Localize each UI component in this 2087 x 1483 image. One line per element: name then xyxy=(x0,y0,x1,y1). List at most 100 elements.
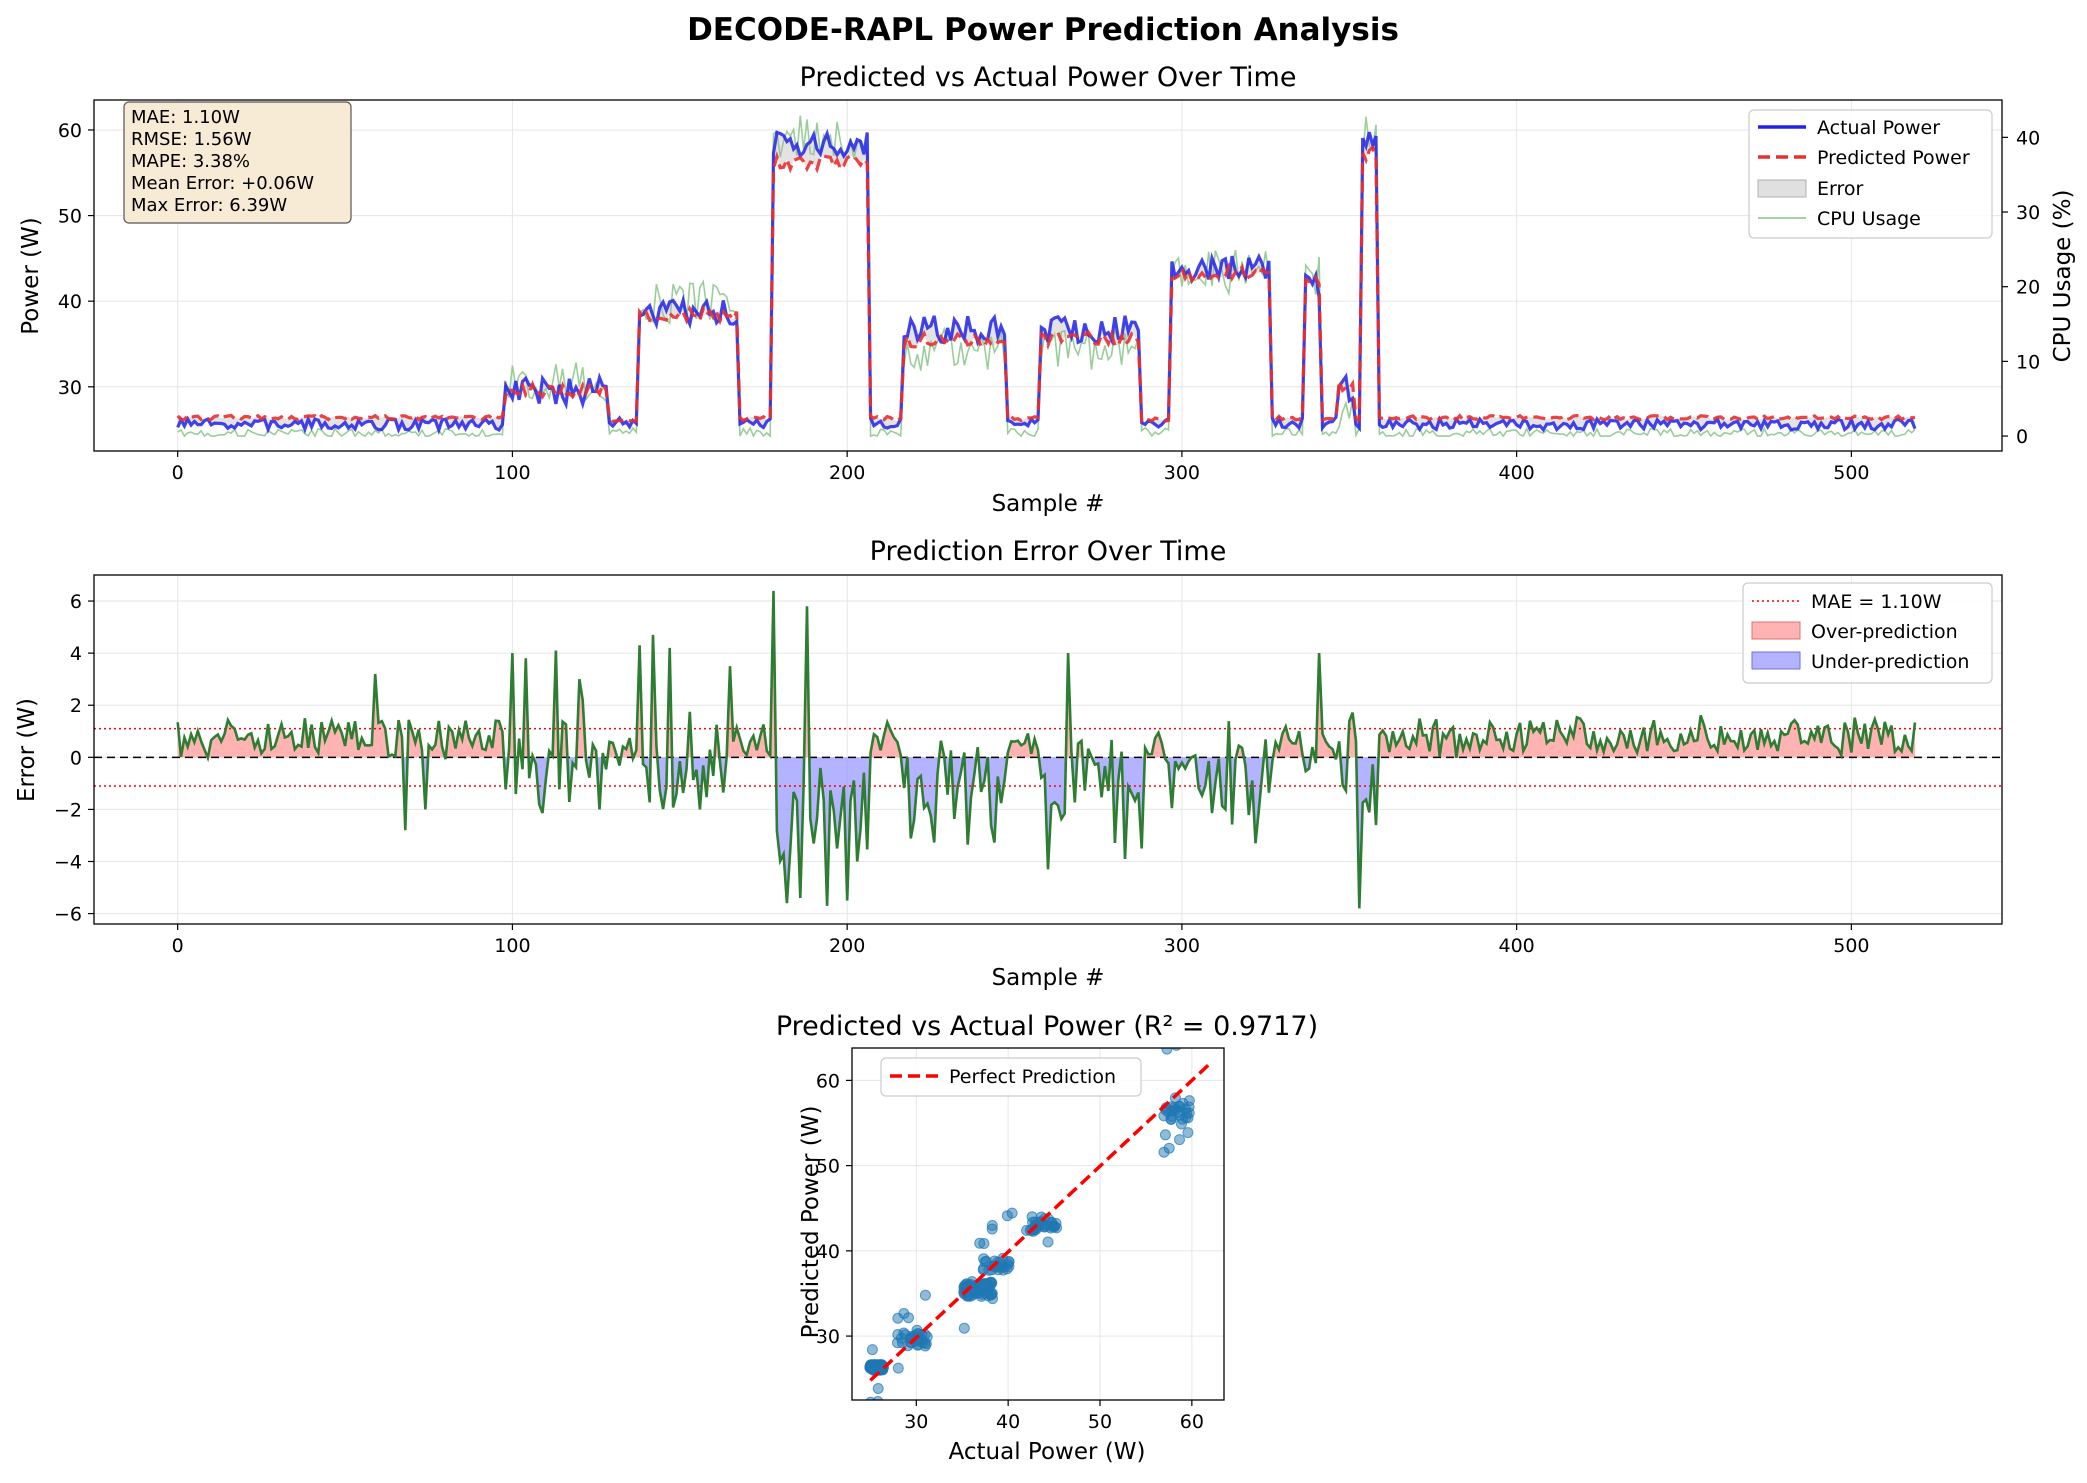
stats-rmse: RMSE: 1.56W xyxy=(131,129,252,150)
error-x-label: Sample # xyxy=(992,965,1105,991)
scatter-point xyxy=(867,1422,877,1432)
legend-perfect-label: Perfect Prediction xyxy=(949,1066,1116,1088)
timeseries-frame xyxy=(93,99,2003,452)
timeseries-y2-ticks: 0 10 20 30 40 xyxy=(2002,127,2040,448)
y-tick-label: 2 xyxy=(70,695,82,717)
scatter-point xyxy=(865,1396,876,1400)
legend-under-swatch xyxy=(1751,651,1801,670)
under-prediction-area xyxy=(207,757,1457,909)
stats-max-error: Max Error: 6.39W xyxy=(131,195,287,216)
legend-under-label: Under-prediction xyxy=(1811,651,1969,673)
x-tick-label: 500 xyxy=(1833,462,1869,484)
error-panel: Prediction Error Over Time 0 100 200 300 400… xyxy=(14,536,2003,991)
legend-mae-label: MAE = 1.10W xyxy=(1811,591,1942,613)
stats-mae: MAE: 1.10W xyxy=(131,107,240,128)
predicted-power-line xyxy=(176,144,1916,424)
x-tick-label: 300 xyxy=(1164,462,1200,484)
scatter-point xyxy=(1163,1142,1175,1154)
scatter-point xyxy=(1182,1127,1194,1139)
timeseries-x-ticks: 0 100 200 300 400 500 xyxy=(172,451,1870,484)
x-tick-label: 200 xyxy=(829,462,865,484)
scatter-point xyxy=(911,1324,923,1336)
scatter-legend: Perfect Prediction xyxy=(880,1057,1142,1097)
cpu-usage-series xyxy=(177,115,1916,439)
stats-mape: MAPE: 3.38% xyxy=(131,151,250,172)
error-title: Prediction Error Over Time xyxy=(870,536,1227,567)
scatter-point xyxy=(1161,1048,1173,1055)
timeseries-legend: Actual Power Predicted Power Error CPU U… xyxy=(1748,109,1993,239)
scatter-point xyxy=(921,1331,933,1343)
over-prediction-area xyxy=(177,590,1916,758)
scatter-x-label: Actual Power (W) xyxy=(949,1439,1146,1465)
timeseries-y-ticks: 30 40 50 60 xyxy=(58,120,94,399)
y-tick-label: 60 xyxy=(816,1070,840,1092)
y-tick-label: −6 xyxy=(54,904,82,926)
legend-over-label: Over-prediction xyxy=(1811,621,1958,643)
y2-tick-label: 30 xyxy=(2016,202,2040,224)
x-tick-label: 30 xyxy=(904,1411,928,1433)
scatter-point xyxy=(866,1344,878,1356)
x-tick-label: 400 xyxy=(1498,935,1534,957)
timeseries-x-label: Sample # xyxy=(992,491,1105,517)
y2-tick-label: 10 xyxy=(2016,351,2040,373)
y-tick-label: 50 xyxy=(58,206,82,228)
error-y-label: Error (W) xyxy=(14,698,40,802)
stats-box-bg xyxy=(123,101,352,224)
scatter-point xyxy=(987,1293,998,1305)
actual-power-series xyxy=(176,128,1917,435)
y-tick-label: 0 xyxy=(70,747,82,769)
legend-error-label: Error xyxy=(1817,178,1864,200)
x-tick-label: 0 xyxy=(172,462,184,484)
y-tick-label: −4 xyxy=(54,851,82,873)
error-band-area xyxy=(177,132,1916,430)
error-frame xyxy=(93,574,2003,925)
y-tick-label: 50 xyxy=(816,1156,840,1178)
y2-tick-label: 0 xyxy=(2016,426,2028,448)
timeseries-y2-label: CPU Usage (%) xyxy=(2050,190,2076,363)
cpu-usage-line xyxy=(177,115,1916,439)
scatter-point xyxy=(892,1362,904,1374)
scatter-point xyxy=(974,1237,986,1249)
legend-actual-label: Actual Power xyxy=(1817,117,1940,139)
perfect-prediction-line xyxy=(869,1063,1210,1382)
scatter-point xyxy=(919,1289,931,1301)
stats-box: MAE: 1.10W RMSE: 1.56W MAPE: 3.38% Mean … xyxy=(123,101,352,224)
x-tick-label: 40 xyxy=(996,1411,1020,1433)
error-band xyxy=(177,132,1916,430)
x-tick-label: 50 xyxy=(1088,1411,1112,1433)
error-legend-box xyxy=(1742,582,1993,684)
legend-cpu-label: CPU Usage xyxy=(1817,208,1921,230)
x-tick-label: 0 xyxy=(172,935,184,957)
y-tick-label: 6 xyxy=(70,591,82,613)
error-series xyxy=(176,590,1917,909)
x-tick-label: 400 xyxy=(1498,462,1534,484)
timeseries-legend-box xyxy=(1748,109,1993,239)
y-tick-label: 40 xyxy=(816,1241,840,1263)
legend-predicted-label: Predicted Power xyxy=(1817,147,1970,169)
scatter-panel: Predicted vs Actual Power (R² = 0.9717) … xyxy=(776,1011,1318,1465)
scatter-y-label: Predicted Power (W) xyxy=(798,1106,824,1339)
legend-over-swatch xyxy=(1751,621,1801,640)
scatter-y-ticks: 30 40 50 60 xyxy=(816,1070,852,1348)
scatter-point xyxy=(980,1255,992,1267)
scatter-point xyxy=(1168,1104,1180,1116)
scatter-point xyxy=(1045,1216,1057,1228)
actual-power-line xyxy=(176,128,1917,435)
error-line xyxy=(176,590,1917,909)
y-tick-label: 30 xyxy=(58,377,82,399)
x-tick-label: 100 xyxy=(494,462,530,484)
y2-tick-label: 40 xyxy=(2016,127,2040,149)
timeseries-grid xyxy=(94,100,2002,451)
scatter-point xyxy=(865,1360,877,1372)
scatter-point xyxy=(872,1396,884,1400)
scatter-point xyxy=(979,1280,991,1292)
stats-mean-error: Mean Error: +0.06W xyxy=(131,173,314,194)
x-tick-label: 60 xyxy=(1180,1411,1204,1433)
scatter-point xyxy=(1159,1129,1171,1141)
error-legend: MAE = 1.10W Over-prediction Under-predic… xyxy=(1742,582,1993,684)
x-tick-label: 100 xyxy=(494,935,530,957)
y-tick-label: 30 xyxy=(816,1326,840,1348)
y-tick-label: 40 xyxy=(58,291,82,313)
legend-error-swatch xyxy=(1757,179,1807,198)
